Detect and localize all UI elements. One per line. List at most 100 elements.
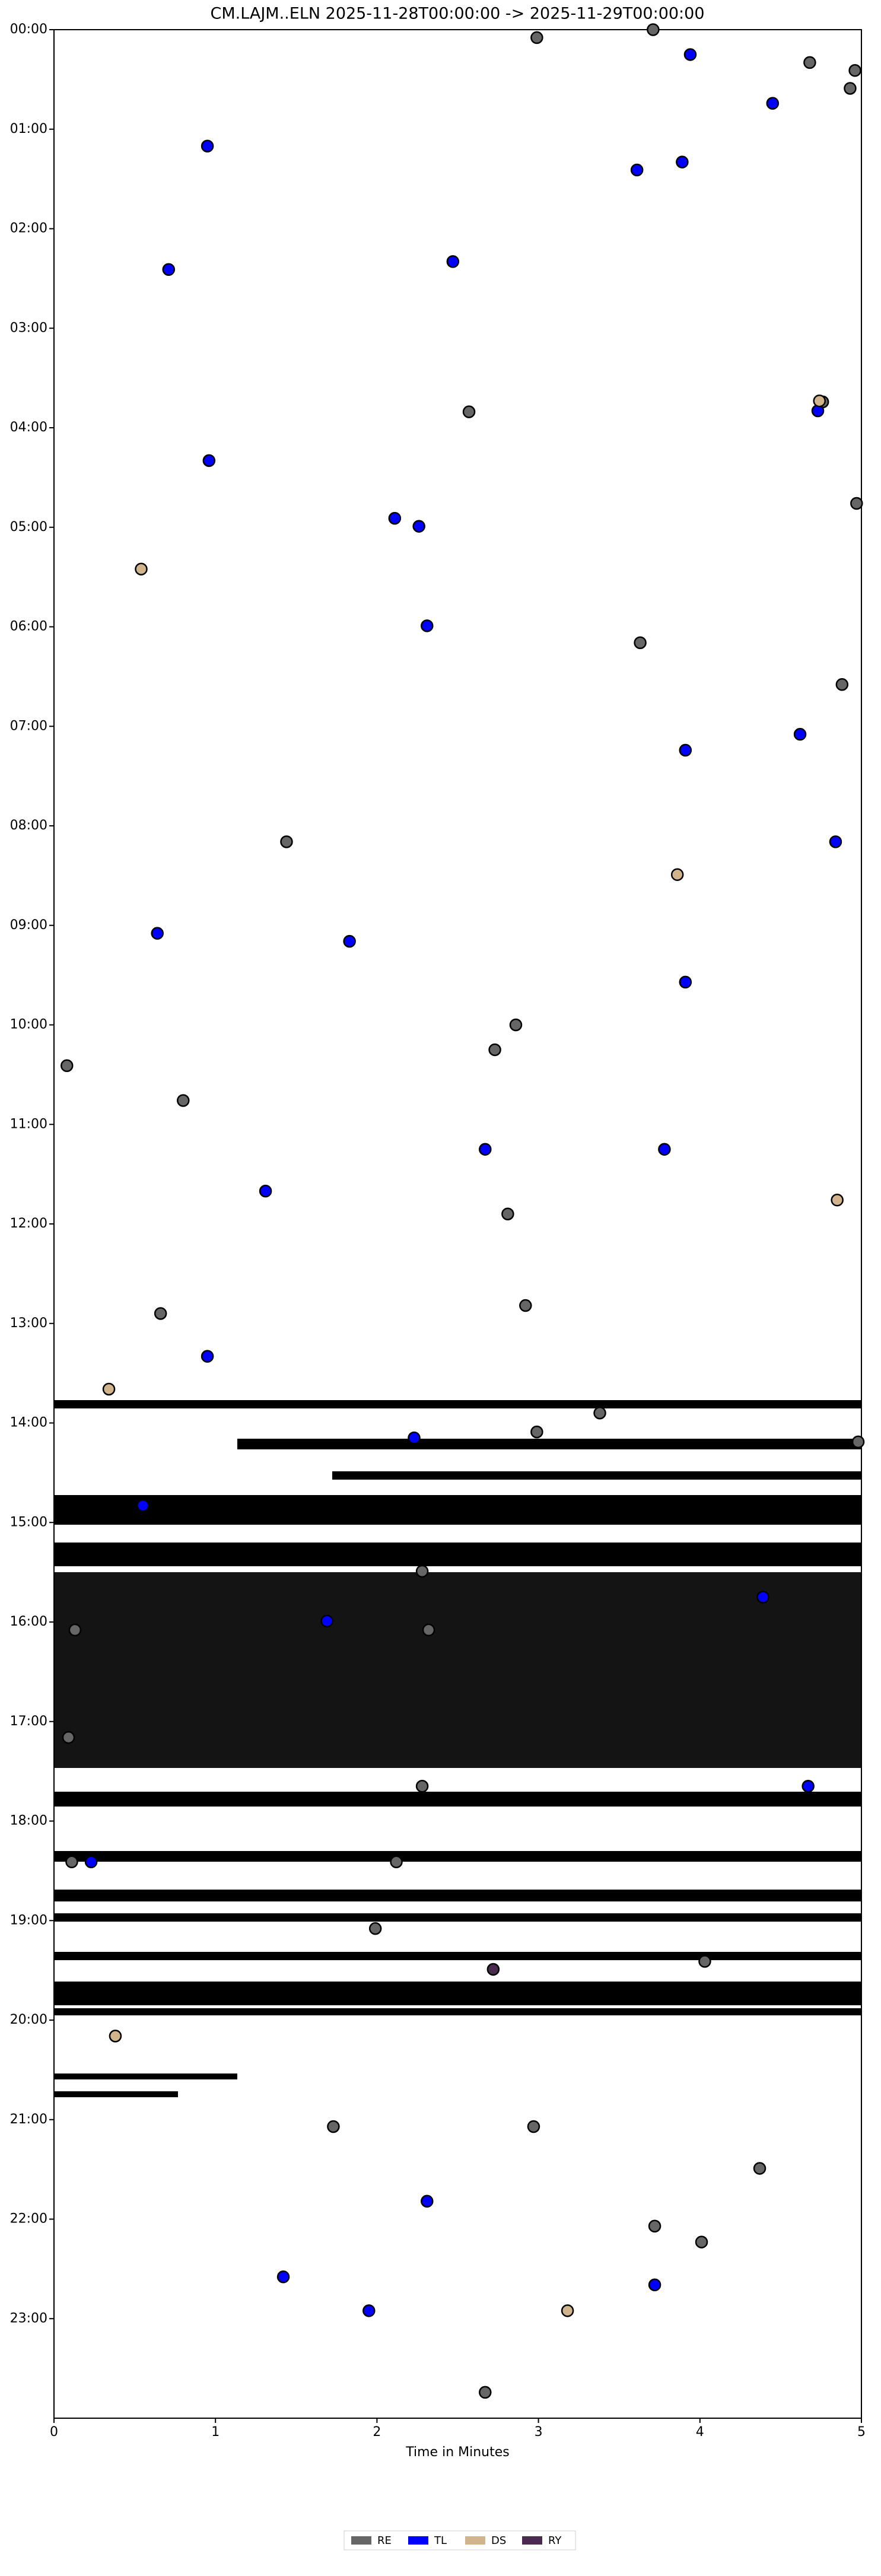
event-marker: [851, 1435, 865, 1449]
event-marker: [320, 1614, 333, 1628]
event-marker: [679, 743, 692, 757]
event-marker: [368, 1922, 382, 1935]
event-marker: [259, 1184, 272, 1198]
event-marker: [658, 1143, 671, 1156]
event-marker: [343, 934, 356, 948]
event-marker: [766, 97, 780, 110]
y-tick-label: 07:00: [10, 718, 47, 733]
event-marker: [390, 1855, 403, 1869]
event-marker: [446, 255, 460, 268]
event-marker: [695, 2235, 708, 2249]
x-tick-label: 5: [857, 2425, 866, 2440]
y-tick-label: 21:00: [10, 2112, 47, 2127]
event-marker: [135, 562, 148, 575]
event-marker: [68, 1623, 82, 1637]
event-marker: [813, 394, 826, 408]
event-marker: [753, 2162, 766, 2175]
y-tick-label: 03:00: [10, 320, 47, 335]
event-marker: [415, 1564, 429, 1578]
event-marker: [154, 1307, 167, 1320]
event-marker: [648, 2278, 661, 2291]
y-tick-label: 00:00: [10, 22, 47, 37]
y-tick-label: 12:00: [10, 1216, 47, 1231]
event-marker: [62, 1731, 75, 1744]
event-marker: [844, 82, 857, 95]
event-marker: [593, 1406, 606, 1420]
event-marker: [683, 48, 697, 61]
event-marker: [136, 1499, 150, 1512]
y-tick-label: 16:00: [10, 1614, 47, 1629]
y-tick-label: 06:00: [10, 619, 47, 634]
event-marker: [462, 405, 476, 418]
event-marker: [670, 868, 684, 881]
y-tick-label: 14:00: [10, 1416, 47, 1430]
event-marker: [648, 2219, 661, 2232]
event-marker: [802, 1780, 815, 1793]
x-tick-label: 4: [696, 2425, 704, 2440]
y-tick-label: 10:00: [10, 1017, 47, 1032]
y-tick-label: 08:00: [10, 818, 47, 833]
event-marker: [421, 619, 434, 632]
legend-swatch: [465, 2536, 485, 2545]
event-marker: [422, 1623, 435, 1637]
event-marker: [698, 1955, 711, 1968]
event-marker: [756, 1591, 769, 1604]
chart-title: CM.LAJM..ELN 2025-11-28T00:00:00 -> 2025…: [210, 5, 704, 23]
event-marker: [109, 2030, 122, 2043]
event-marker: [848, 64, 861, 77]
legend-swatch: [351, 2536, 371, 2545]
event-marker: [412, 520, 425, 533]
event-marker: [177, 1094, 190, 1107]
event-marker: [479, 2386, 492, 2399]
y-tick-label: 18:00: [10, 1814, 47, 1828]
event-marker: [519, 1299, 532, 1312]
event-marker: [421, 2195, 434, 2208]
event-marker: [276, 2270, 290, 2284]
event-marker: [630, 163, 644, 177]
event-marker: [479, 1143, 492, 1156]
waveform-decoration: [54, 1400, 861, 2097]
event-marker: [151, 927, 164, 940]
event-marker: [202, 454, 216, 468]
event-marker: [102, 1382, 116, 1396]
event-marker: [408, 1431, 421, 1445]
event-marker: [509, 1018, 523, 1032]
y-tick-label: 20:00: [10, 2012, 47, 2027]
event-marker: [201, 139, 214, 153]
event-marker: [679, 975, 692, 989]
event-marker: [676, 155, 689, 168]
event-marker: [488, 1043, 501, 1057]
event-marker: [527, 2120, 540, 2133]
event-marker: [850, 497, 863, 510]
legend-label: DS: [491, 2534, 506, 2547]
y-tick-label: 09:00: [10, 918, 47, 933]
legend-label: TL: [434, 2534, 447, 2547]
event-marker: [647, 23, 660, 36]
event-marker: [201, 1350, 214, 1363]
event-marker: [835, 678, 849, 691]
event-marker: [793, 727, 807, 741]
y-tick-label: 11:00: [10, 1117, 47, 1131]
event-marker: [84, 1855, 98, 1869]
x-tick-label: 0: [50, 2425, 58, 2440]
y-tick-label: 17:00: [10, 1714, 47, 1729]
y-tick-label: 22:00: [10, 2212, 47, 2227]
y-tick-label: 01:00: [10, 122, 47, 136]
x-tick-label: 3: [535, 2425, 543, 2440]
y-tick-label: 19:00: [10, 1913, 47, 1928]
x-axis-label: Time in Minutes: [405, 2445, 510, 2460]
event-marker: [415, 1780, 429, 1793]
legend-swatch: [522, 2536, 542, 2545]
event-marker: [327, 2120, 340, 2133]
y-tick-label: 13:00: [10, 1316, 47, 1331]
event-marker: [829, 835, 842, 848]
event-marker: [65, 1855, 78, 1869]
event-marker: [831, 1193, 844, 1207]
event-marker: [280, 835, 293, 848]
legend-label: RE: [377, 2534, 392, 2547]
x-tick-label: 2: [373, 2425, 381, 2440]
event-marker: [561, 2304, 574, 2317]
event-marker: [501, 1207, 514, 1220]
